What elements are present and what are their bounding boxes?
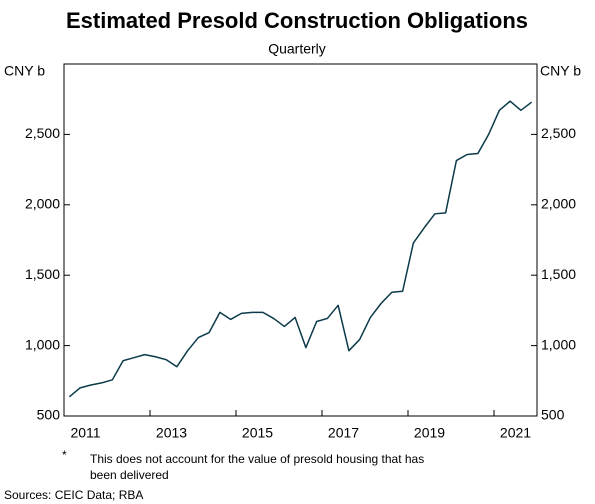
y2-axis-label: CNY b xyxy=(540,63,581,79)
x-tick-label: 2021 xyxy=(500,425,531,441)
y-axis-label: CNY b xyxy=(4,63,45,79)
y-tick-label: 2,500 xyxy=(25,125,60,141)
y2-tick-label: 500 xyxy=(541,407,565,423)
y-tick-label: 2,000 xyxy=(25,196,60,212)
plot-frame xyxy=(63,63,538,417)
y-tick-label: 1,000 xyxy=(25,336,60,352)
x-tick-label: 2019 xyxy=(414,425,445,441)
x-tick-label: 2015 xyxy=(242,425,273,441)
footnote-line: been delivered xyxy=(90,468,169,482)
y2-tick-label: 2,500 xyxy=(541,125,576,141)
y-tick-label: 500 xyxy=(37,407,61,423)
y-tick-label: 1,500 xyxy=(25,266,60,282)
y2-tick-label: 2,000 xyxy=(541,196,576,212)
chart-title: Estimated Presold Construction Obligatio… xyxy=(66,8,528,33)
y2-tick-label: 1,000 xyxy=(541,336,576,352)
sources: Sources: CEIC Data; RBA xyxy=(4,488,143,502)
x-tick-label: 2013 xyxy=(156,425,187,441)
x-tick-label: 2011 xyxy=(70,425,100,441)
x-tick-label: 2017 xyxy=(328,425,359,441)
y2-tick-label: 1,500 xyxy=(541,266,576,282)
footnote-line: This does not account for the value of p… xyxy=(90,452,424,466)
chart-subtitle: Quarterly xyxy=(268,41,326,57)
data-line xyxy=(68,100,533,398)
footnote-marker: * xyxy=(62,448,67,462)
